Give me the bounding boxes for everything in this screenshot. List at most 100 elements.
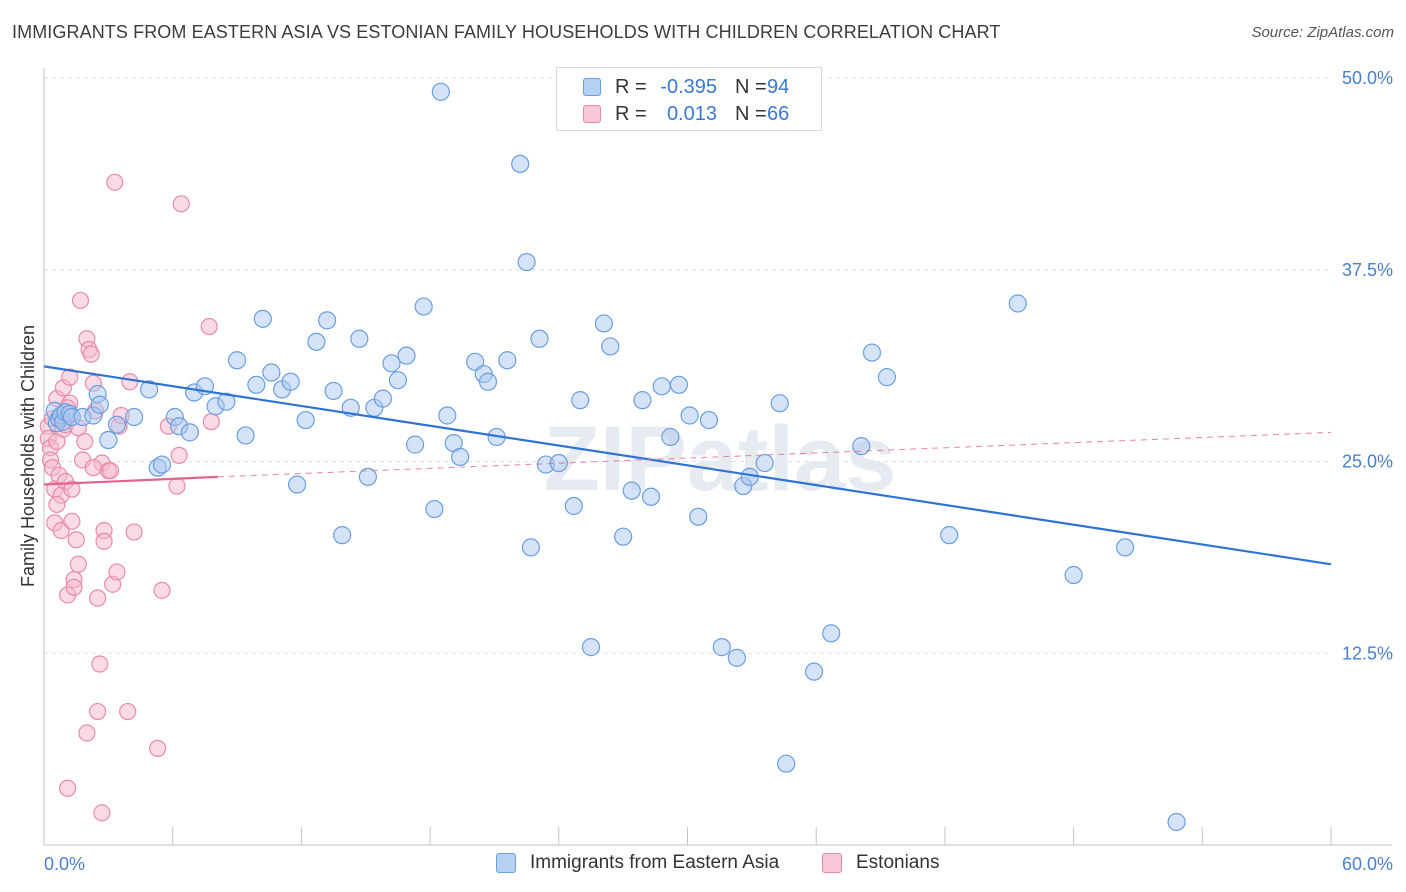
legend-r-value: 0.013	[666, 102, 717, 125]
estonians-point	[101, 462, 120, 480]
eastern-asia-point	[397, 346, 416, 365]
legend-swatch-pink	[583, 105, 601, 123]
estonians-point	[93, 804, 111, 822]
eastern-asia-point	[152, 455, 172, 474]
eastern-asia-point	[431, 82, 450, 101]
estonians-point	[106, 173, 124, 191]
eastern-asia-point	[712, 638, 731, 657]
legend-n-value: 66	[767, 102, 790, 125]
legend-swatch-blue	[496, 853, 516, 873]
legend-r-label: R =	[615, 75, 647, 98]
x-tick-label: 60.0%	[1342, 854, 1393, 874]
estonians-point	[76, 432, 94, 451]
legend-row-eastern-asia: R = -0.395 N = 94	[583, 75, 789, 99]
eastern-asia-point	[373, 389, 393, 408]
legend-n-label: N =	[735, 75, 767, 98]
correlation-legend: R = -0.395 N = 94 R = 0.013 N = 66	[556, 67, 822, 131]
estonians-point	[125, 523, 143, 541]
estonians-point	[153, 581, 171, 599]
estonians-point	[84, 459, 102, 477]
eastern-asia-point	[333, 526, 352, 545]
legend-item-eastern-asia: Immigrants from Eastern Asia	[496, 852, 779, 874]
legend-swatch-blue	[583, 78, 601, 96]
trend-lines	[43, 365, 1332, 566]
estonians-point	[108, 563, 126, 581]
estonians-point	[67, 531, 85, 549]
legend-swatch-pink	[822, 853, 842, 873]
eastern-asia-point	[614, 527, 633, 546]
eastern-asia-point	[680, 406, 699, 425]
eastern-asia-point	[770, 394, 789, 413]
estonians-point	[89, 702, 107, 721]
eastern-asia-points	[45, 82, 1186, 832]
eastern-asia-point	[236, 426, 255, 445]
eastern-asia-point	[661, 427, 680, 447]
estonians-point	[65, 578, 83, 596]
eastern-asia-point	[1064, 565, 1083, 585]
y-tick-label: 37.5%	[1342, 260, 1393, 280]
legend-row-estonians: R = 0.013 N = 66	[583, 102, 789, 126]
legend-r-value: -0.395	[660, 75, 717, 98]
eastern-asia-point	[227, 351, 247, 370]
estonians-point	[91, 655, 109, 673]
eastern-asia-point	[358, 467, 377, 486]
eastern-asia-point	[641, 487, 661, 506]
eastern-asia-point	[689, 507, 708, 526]
legend-item-estonians: Estonians	[822, 852, 939, 874]
eastern-asia-point	[140, 380, 159, 399]
series-legend: Immigrants from Eastern Asia Estonians	[0, 852, 1406, 878]
eastern-asia-point	[466, 352, 485, 371]
legend-label-estonians: Estonians	[856, 852, 940, 873]
y-tick-label: 50.0%	[1342, 68, 1393, 88]
eastern-asia-point	[350, 329, 369, 348]
eastern-asia-point	[804, 662, 824, 681]
eastern-asia-point	[517, 252, 536, 272]
eastern-asia-point	[877, 368, 897, 387]
eastern-asia-point	[253, 309, 272, 328]
eastern-asia-point	[852, 437, 871, 456]
eastern-asia-point	[1167, 812, 1186, 832]
estonians-point	[170, 446, 188, 464]
estonians-point	[119, 702, 137, 721]
eastern-asia-point	[1115, 538, 1135, 557]
chart-title: IMMIGRANTS FROM EASTERN ASIA VS ESTONIAN…	[12, 22, 1001, 42]
eastern-asia-point	[822, 624, 841, 643]
estonians-point	[200, 317, 218, 336]
eastern-asia-point	[107, 415, 127, 434]
estonians-point	[48, 495, 66, 514]
watermark: ZIPatlas	[544, 408, 897, 510]
eastern-asia-point	[382, 354, 401, 373]
eastern-asia-point	[581, 638, 601, 657]
y-tick-label: 12.5%	[1342, 643, 1393, 663]
legend-r-label: R =	[615, 102, 647, 125]
eastern-asia-point	[862, 343, 882, 362]
legend-label-eastern-asia: Immigrants from Eastern Asia	[530, 852, 780, 873]
eastern-asia-point	[940, 526, 959, 545]
eastern-asia-point	[594, 314, 613, 333]
eastern-asia-point	[217, 392, 236, 411]
estonians-trend-line	[43, 475, 218, 486]
estonians-point	[149, 739, 167, 757]
y-tick-label: 25.0%	[1342, 452, 1393, 472]
eastern-asia-point	[727, 648, 746, 667]
estonians-point	[71, 291, 90, 310]
eastern-asia-point	[180, 423, 199, 442]
estonians-point	[63, 512, 81, 530]
tick-labels: 12.5% 25.0% 37.5% 50.0% 0.0% 60.0%	[44, 68, 1393, 874]
eastern-asia-point	[438, 406, 457, 425]
eastern-asia-point	[247, 375, 266, 394]
eastern-asia-point	[307, 332, 326, 351]
eastern-asia-point	[699, 410, 719, 430]
estonians-points	[39, 173, 220, 822]
estonians-trend-extension	[217, 431, 1332, 478]
eastern-asia-point	[324, 381, 343, 401]
legend-n-label: N =	[735, 102, 767, 125]
eastern-asia-point	[521, 538, 541, 557]
eastern-asia-point	[652, 377, 671, 396]
estonians-point	[202, 413, 220, 431]
source-label: Source: ZipAtlas.com	[1251, 24, 1394, 41]
eastern-asia-point	[571, 391, 590, 410]
eastern-asia-point	[451, 447, 470, 466]
legend-n-value: 94	[767, 75, 790, 98]
estonians-point	[78, 724, 96, 742]
